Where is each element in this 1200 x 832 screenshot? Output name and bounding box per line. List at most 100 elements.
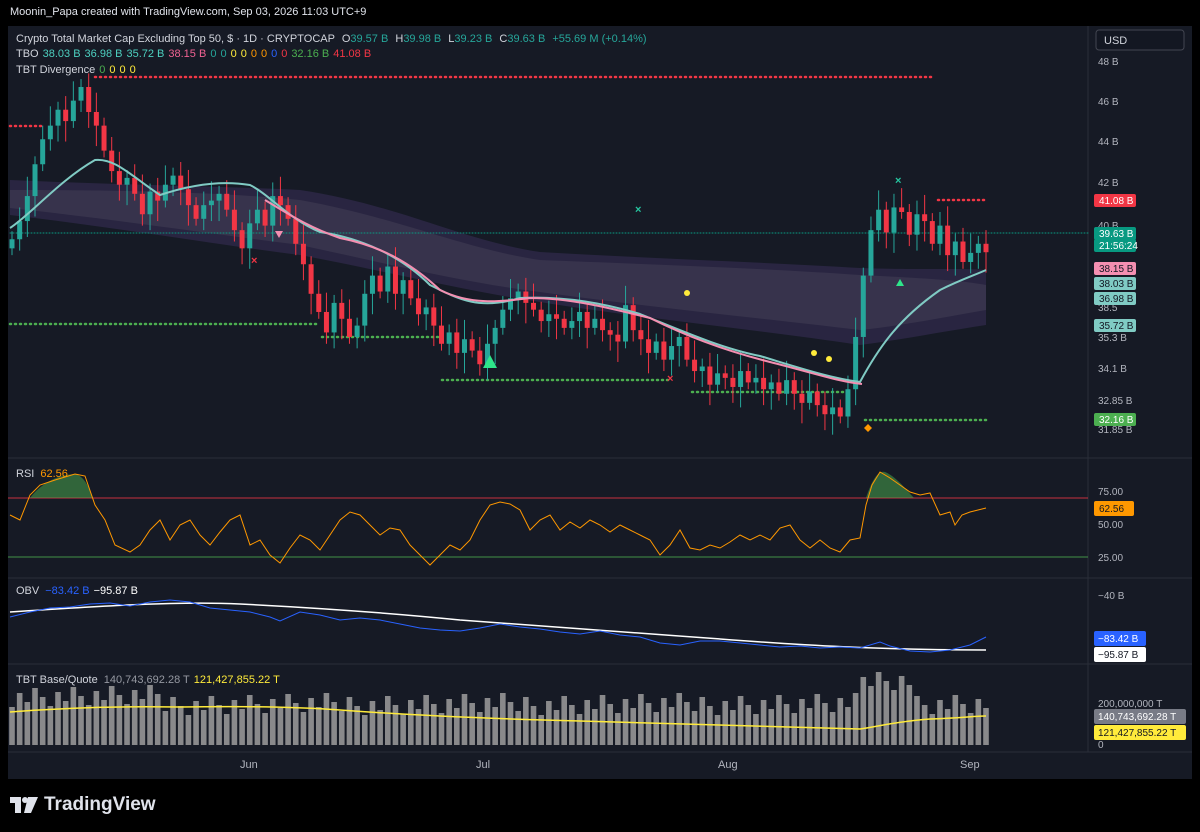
candle bbox=[684, 323, 690, 367]
volume-bar bbox=[446, 699, 452, 745]
price-axis-label: 40 B bbox=[1098, 221, 1119, 232]
candle bbox=[715, 354, 721, 392]
volume-bar bbox=[369, 701, 376, 745]
candle bbox=[178, 161, 184, 206]
volume-bar bbox=[883, 681, 890, 745]
volume-bar bbox=[78, 696, 84, 745]
volume-bar bbox=[16, 693, 23, 745]
volume-bar bbox=[338, 711, 345, 745]
volume-bar bbox=[607, 704, 614, 745]
cross-marker: × bbox=[667, 373, 673, 385]
candle bbox=[538, 301, 544, 333]
candle bbox=[853, 317, 859, 406]
candle bbox=[109, 136, 115, 183]
price-tag-bg bbox=[1094, 319, 1136, 332]
volume-bar bbox=[193, 701, 199, 745]
volume-bar bbox=[845, 707, 851, 745]
volume-bar bbox=[70, 687, 77, 745]
candle bbox=[369, 256, 375, 315]
candle bbox=[968, 233, 974, 274]
candle bbox=[952, 233, 958, 276]
candle bbox=[561, 310, 567, 335]
price-axis-label: 32.85 B bbox=[1098, 396, 1133, 407]
volume-bar bbox=[592, 709, 598, 745]
price-tag-label: 21:56:24 bbox=[1099, 241, 1138, 252]
volume-bar bbox=[24, 702, 31, 745]
candle bbox=[86, 73, 92, 128]
legend-title-line: Crypto Total Market Cap Excluding Top 50… bbox=[16, 33, 647, 45]
volume-bar bbox=[530, 706, 537, 745]
candle bbox=[308, 256, 314, 315]
volume-bar bbox=[791, 713, 798, 745]
volume-bar bbox=[645, 703, 652, 745]
volume-bar bbox=[254, 704, 261, 745]
price-axis-label: 46 B bbox=[1098, 97, 1119, 108]
volume-bar bbox=[599, 695, 606, 745]
candle bbox=[323, 292, 329, 344]
tbo-cloud bbox=[10, 180, 986, 345]
volume-bar bbox=[101, 700, 107, 745]
main-chart-svg[interactable]: × × × × 48 B 46 B 44 B 42 B 40 B 38.5 35.3 B 34… bbox=[8, 26, 1192, 779]
tbo-value: 0 bbox=[241, 48, 247, 60]
candle bbox=[438, 306, 444, 351]
rsi-axis: 75.00 50.00 25.00 bbox=[1098, 487, 1123, 564]
volume-bar bbox=[239, 709, 245, 745]
tbo-lines bbox=[9, 158, 987, 385]
time-label-sep: Sep bbox=[960, 759, 980, 771]
candle bbox=[400, 272, 406, 315]
triangle-up-marker bbox=[896, 279, 904, 286]
volume-bar bbox=[85, 705, 92, 745]
candle bbox=[17, 207, 23, 251]
volume-bar bbox=[760, 700, 767, 745]
tradingview-logo[interactable]: TradingView bbox=[10, 794, 156, 816]
volume-bar bbox=[246, 695, 253, 745]
volume-bar bbox=[308, 698, 314, 745]
price-tag-label: 38.03 B bbox=[1099, 279, 1134, 290]
volume-bar bbox=[223, 714, 230, 745]
candle bbox=[807, 372, 813, 410]
volume-bar bbox=[9, 707, 15, 745]
tbo-value: 35.72 B bbox=[126, 48, 164, 60]
candle bbox=[224, 180, 230, 217]
volume-bar bbox=[967, 713, 974, 745]
price-axis-label: 48 B bbox=[1098, 57, 1119, 68]
candle bbox=[646, 319, 652, 374]
volume-bar bbox=[714, 715, 721, 745]
volume-bar bbox=[975, 699, 982, 745]
volume-bar bbox=[653, 712, 660, 745]
volume-bar bbox=[208, 696, 215, 745]
time-label-aug: Aug bbox=[718, 759, 738, 771]
svg-text:OBV−83.42 B−95.87 B: OBV −83.42 B −95.87 B bbox=[16, 585, 138, 597]
volume-bar bbox=[162, 711, 169, 745]
candle bbox=[607, 322, 613, 351]
volume-bar bbox=[952, 695, 959, 745]
volume-bar bbox=[147, 685, 153, 745]
volume-bar bbox=[108, 686, 115, 745]
tbo-value: 41.08 B bbox=[333, 48, 371, 60]
volume-tags: 140,743,692.28 T 121,427,855.22 T bbox=[1094, 709, 1186, 740]
volume-bar bbox=[837, 698, 844, 745]
candle bbox=[9, 231, 15, 256]
candle bbox=[615, 321, 621, 362]
volume-bar bbox=[875, 672, 882, 745]
rsi-axis-label: 25.00 bbox=[1098, 553, 1123, 564]
candle bbox=[492, 319, 498, 365]
candle bbox=[761, 358, 767, 406]
svg-text:62.56: 62.56 bbox=[1099, 504, 1124, 515]
candle bbox=[469, 331, 475, 358]
candle bbox=[707, 352, 713, 406]
candle bbox=[101, 117, 107, 158]
volume-bar bbox=[392, 705, 399, 745]
yellow-dot-marker bbox=[684, 290, 690, 296]
currency-button[interactable]: USD bbox=[1095, 29, 1185, 51]
volume-bar bbox=[668, 707, 675, 745]
footer: TradingView bbox=[0, 780, 1200, 832]
chart-area[interactable]: × × × × 48 B 46 B 44 B 42 B 40 B 38.5 35.3 B 34… bbox=[8, 26, 1192, 779]
candle bbox=[477, 336, 483, 376]
volume-bar bbox=[454, 708, 460, 745]
candle bbox=[377, 267, 383, 299]
volume-bar bbox=[469, 703, 475, 745]
candle bbox=[93, 92, 99, 147]
volume-bar bbox=[400, 714, 406, 745]
price-tag-label: 36.98 B bbox=[1099, 294, 1134, 305]
